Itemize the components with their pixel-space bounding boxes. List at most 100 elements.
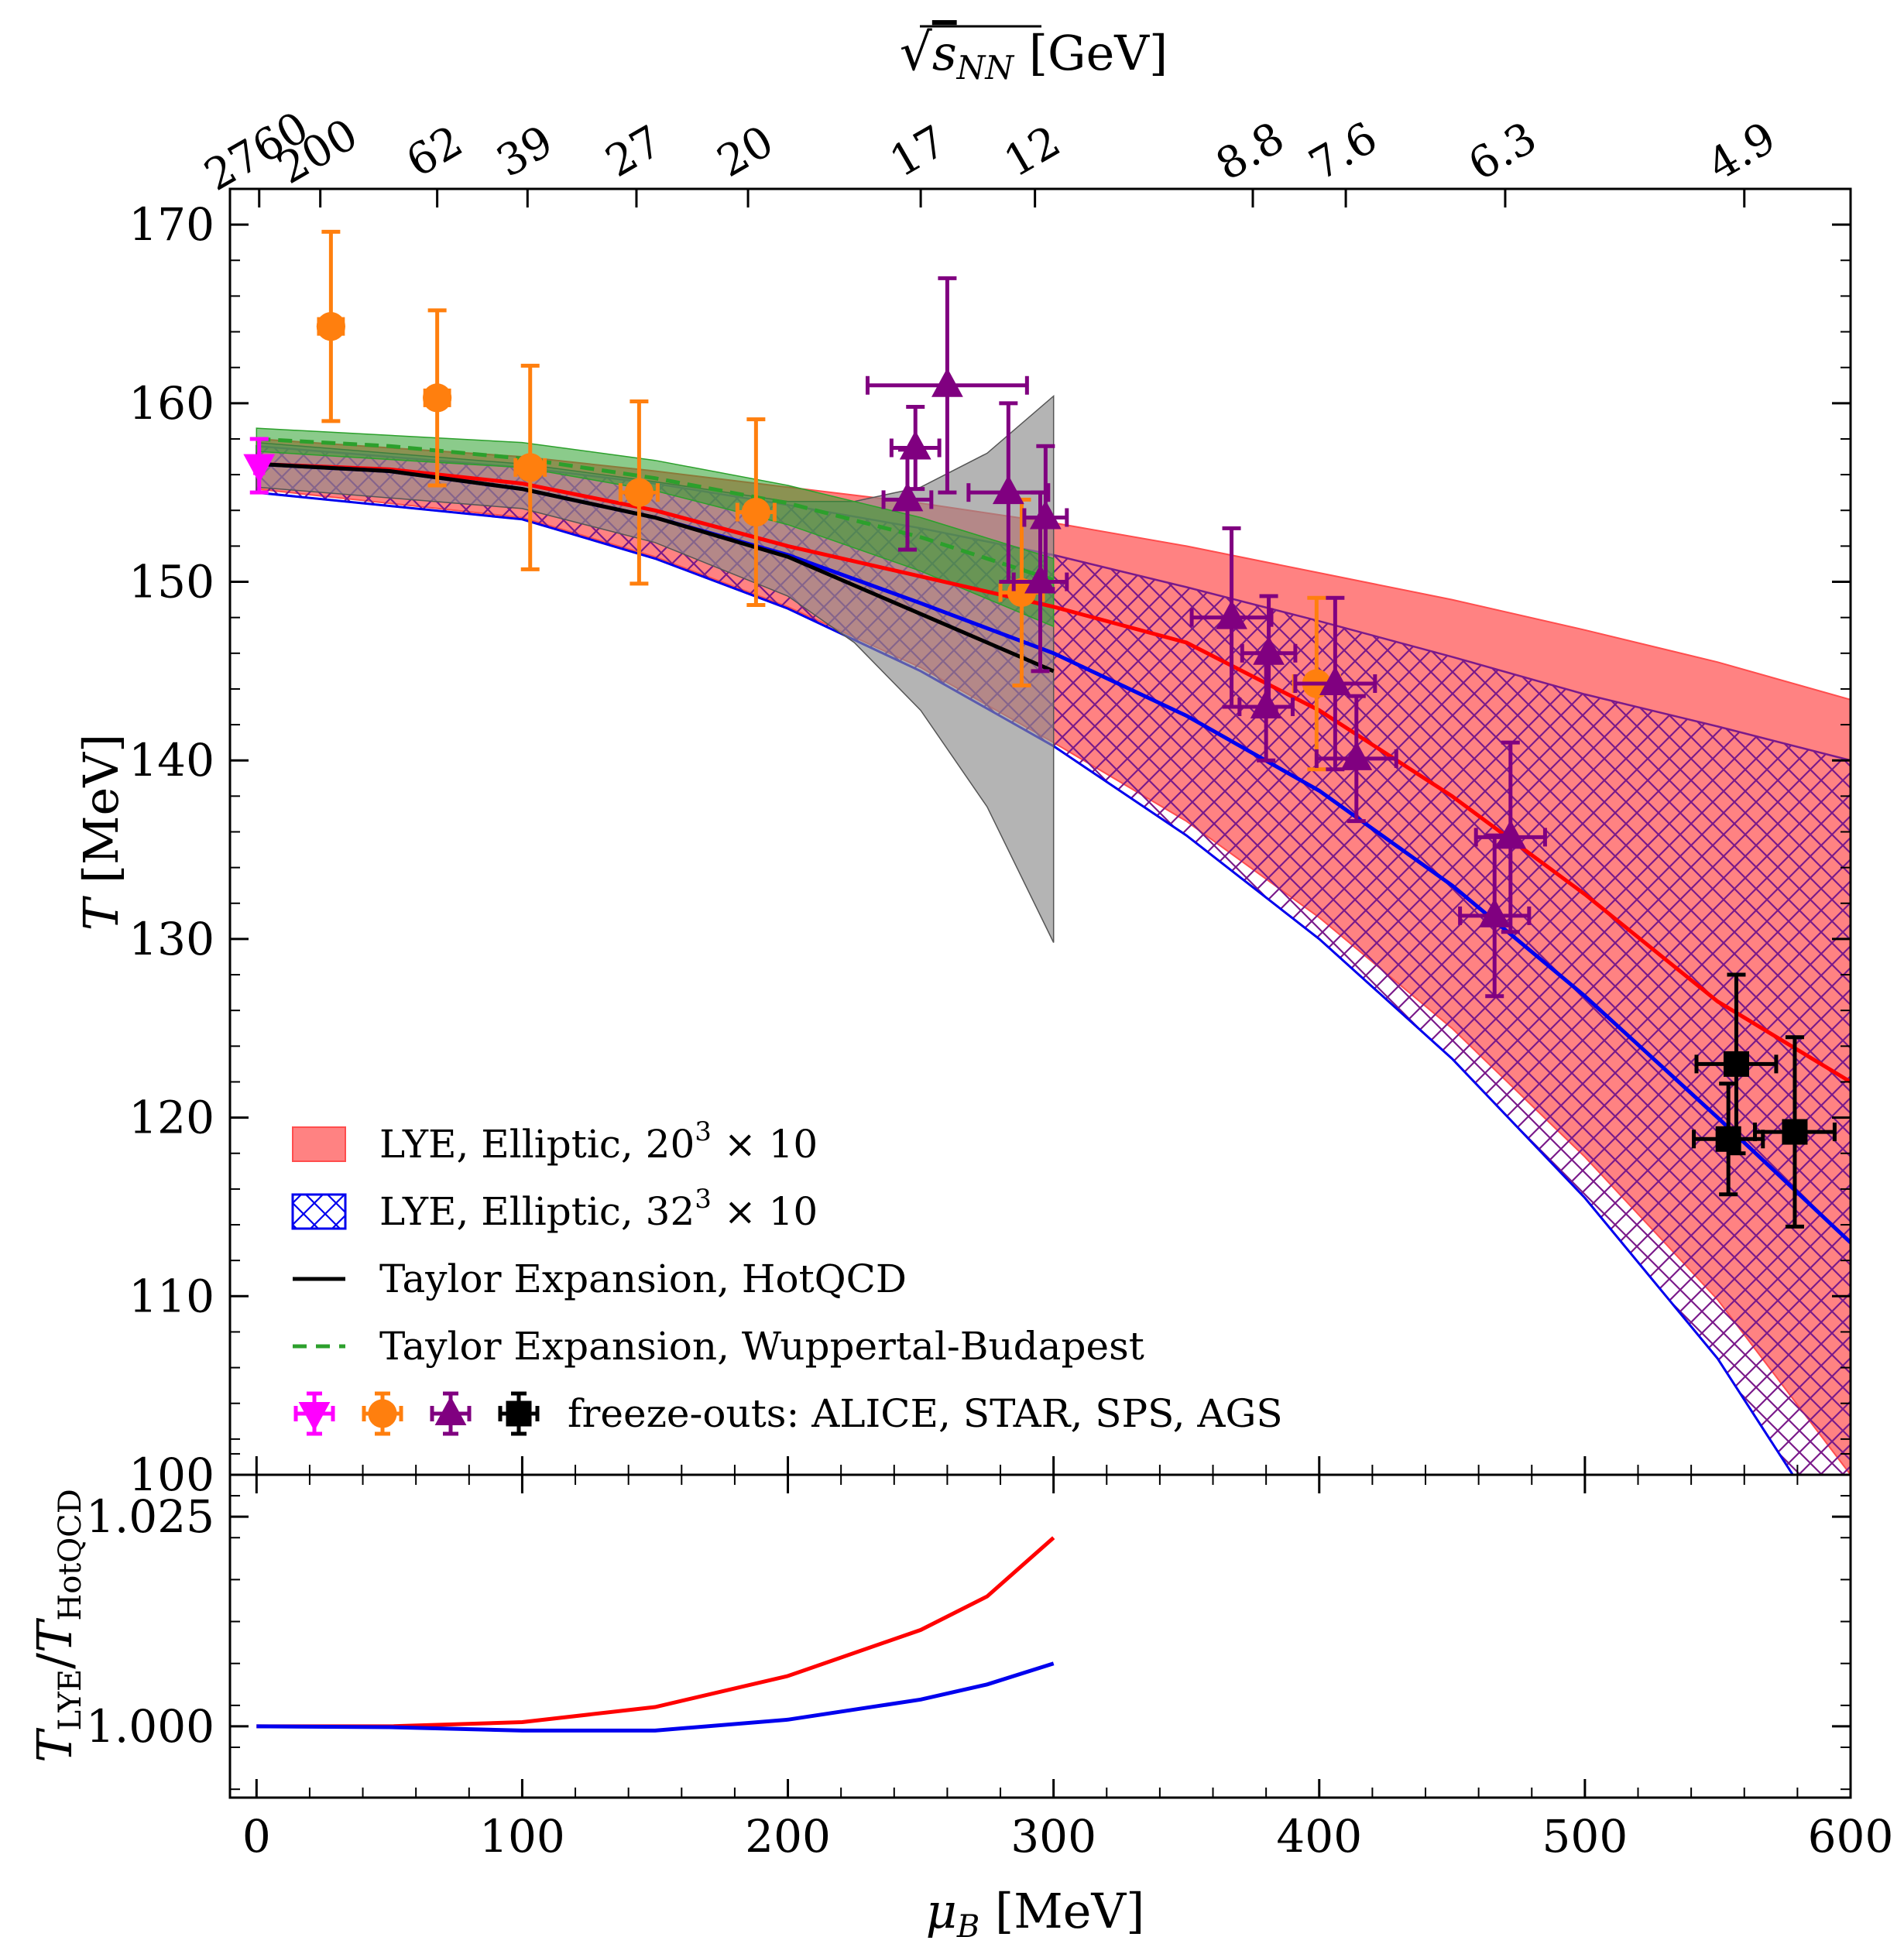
- y-tick-label: 120: [129, 1092, 214, 1144]
- data-point-ags-23: [1752, 1035, 1837, 1229]
- x-tick-label: 0: [242, 1810, 271, 1863]
- main-y-axis-title: T [MeV]: [73, 734, 129, 931]
- legend-marker-square: [498, 1391, 540, 1436]
- legend-marker-triangle-up: [430, 1391, 472, 1436]
- marker-circle: [316, 312, 345, 341]
- legend-item-1: LYE, Elliptic, 323 × 10: [291, 1184, 818, 1234]
- legend-label: Taylor Expansion, HotQCD: [379, 1256, 907, 1301]
- marker-triangle-down: [243, 454, 276, 484]
- data-point-star-4: [618, 399, 660, 586]
- legend-item-3: Taylor Expansion, Wuppertal-Budapest: [293, 1324, 1144, 1369]
- ratio-frame: [228, 1473, 1852, 1799]
- legend-label: Taylor Expansion, Wuppertal-Budapest: [379, 1324, 1144, 1369]
- top-tick-label: 8.8: [1208, 113, 1293, 191]
- marker-triangle-up: [931, 368, 963, 397]
- top-tick-label: 62: [398, 116, 471, 187]
- top-tick-label: 12: [996, 116, 1069, 187]
- marker-triangle-up: [891, 482, 924, 512]
- data-point-star-2: [423, 308, 452, 488]
- data-point-star-1: [316, 229, 345, 423]
- top-tick-label: 4.9: [1700, 113, 1785, 191]
- top-tick-label: 27: [598, 116, 671, 187]
- ratio-y-tick-label: 1.000: [86, 1700, 214, 1753]
- legend-marker-shape: [298, 1402, 331, 1431]
- legend-marker-triangle-down: [293, 1391, 335, 1436]
- series-lye-elliptic-20-10-central: [256, 461, 1851, 1084]
- marker-triangle-up: [1319, 666, 1351, 696]
- ratio-y-axis-title: TLYE/THotQCD: [26, 1489, 88, 1763]
- legend-marker-circle: [362, 1391, 403, 1436]
- ratio-y-tick-labels: 1.000 1.025: [86, 1490, 214, 1753]
- ratio-axis-ticks: [230, 1452, 1852, 1798]
- band-lower-edge-32: [256, 491, 1795, 1475]
- legend-item-2: Taylor Expansion, HotQCD: [293, 1256, 907, 1301]
- marker-triangle-up: [992, 475, 1024, 505]
- series-taylor-expansion-wuppertal-budapest: [256, 437, 1055, 582]
- y-tick-label: 110: [129, 1270, 214, 1322]
- top-tick-label: 6.3: [1460, 113, 1545, 191]
- y-tick-label: 160: [129, 377, 214, 430]
- y-tick-label: 140: [129, 734, 214, 787]
- data-point-star-3: [513, 363, 547, 571]
- ratio-plot-area: [256, 1536, 1055, 1733]
- data-point-sps-16: [1237, 651, 1295, 763]
- marker-circle: [741, 497, 770, 527]
- top-tick-label: 17: [882, 116, 955, 187]
- legend-swatch-red: [292, 1126, 346, 1162]
- x-tick-label: 100: [479, 1810, 565, 1863]
- marker-triangle-up: [1216, 600, 1247, 629]
- marker-circle: [624, 478, 654, 507]
- main-axis-ticks: [230, 188, 1852, 1476]
- series-taylor-expansion-hotqcd: [256, 461, 1055, 674]
- top-axis-title: √sNN [GeV]: [900, 22, 1168, 87]
- marker-triangle-up: [1029, 499, 1062, 530]
- ratio-series-32-10-hotqcd: [256, 1661, 1055, 1733]
- top-tick-label: 39: [489, 116, 561, 187]
- x-tick-label: 300: [1010, 1810, 1096, 1863]
- legend-item-4: freeze-outs: ALICE, STAR, SPS, AGS: [293, 1391, 1283, 1436]
- x-tick-label: 600: [1808, 1810, 1894, 1863]
- marker-triangle-up: [899, 430, 931, 460]
- marker-square: [1715, 1126, 1741, 1152]
- y-tick-label: 170: [129, 198, 214, 251]
- marker-square: [1723, 1051, 1749, 1077]
- data-point-sps-10: [881, 447, 934, 552]
- y-tick-label: 130: [129, 913, 214, 965]
- data-point-sps-19: [1473, 740, 1547, 934]
- ratio-series-20-10-hotqcd: [256, 1536, 1055, 1729]
- x-axis-title: μB [MeV]: [926, 1883, 1145, 1945]
- legend: LYE, Elliptic, 203 × 10 LYE, Elliptic, 32…: [291, 1116, 1283, 1436]
- marker-triangle-up: [1024, 564, 1056, 594]
- marker-triangle-up: [1494, 819, 1527, 849]
- legend-marker-shape: [434, 1396, 467, 1425]
- main-y-tick-labels: 100 110 120 130 140 150 160 170: [129, 198, 214, 1501]
- data-point-alice-0: [243, 437, 276, 495]
- top-tick-label: 20: [709, 116, 782, 187]
- marker-circle: [516, 453, 545, 482]
- data-point-ags-21: [1694, 972, 1779, 1156]
- legend-marker-shape: [368, 1399, 397, 1428]
- marker-triangle-up: [1478, 898, 1511, 927]
- data-point-sps-13: [1011, 490, 1069, 674]
- legend-label: LYE, Elliptic, 203 × 10: [379, 1116, 818, 1167]
- marker-square: [1782, 1119, 1808, 1145]
- x-tick-label: 500: [1542, 1810, 1628, 1863]
- marker-triangle-up: [1253, 636, 1285, 665]
- marker-triangle-up: [1250, 689, 1282, 719]
- legend-label: freeze-outs: ALICE, STAR, SPS, AGS: [568, 1391, 1283, 1436]
- band-hatch-lye-elliptic-32-10: [256, 446, 1851, 1475]
- data-point-sps-14: [1189, 526, 1274, 709]
- data-point-sps-17: [1293, 595, 1377, 772]
- data-point-sps-8: [865, 276, 1029, 495]
- ratio-panel: 1.000 1.025 0 100 200 300 400 500 600: [86, 1452, 1894, 1863]
- main-plot-area: [243, 229, 1851, 1475]
- legend-marker-shape: [506, 1400, 532, 1427]
- x-tick-label: 200: [745, 1810, 831, 1863]
- top-tick-label: 7.6: [1301, 113, 1386, 191]
- x-tick-label: 400: [1276, 1810, 1362, 1863]
- y-tick-label: 100: [129, 1448, 214, 1501]
- ratio-y-tick-label: 1.025: [86, 1490, 214, 1543]
